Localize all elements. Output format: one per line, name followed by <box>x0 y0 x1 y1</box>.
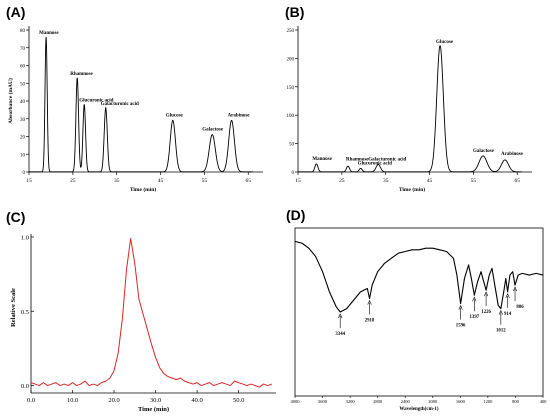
panel-letter-b: (B) <box>285 4 305 20</box>
x-tick-label: 65 <box>514 178 520 184</box>
x-tick-label: 35 <box>114 178 120 184</box>
peak-label: Mannose <box>39 31 59 36</box>
chromatogram-b: 0 50 100 150 200 250 15 25 35 45 55 65 Time (min) Man… <box>287 26 532 193</box>
peak-label: Rhamnose <box>70 72 93 77</box>
y-tick-label: 20 <box>20 136 26 141</box>
annotation-arrowhead <box>484 291 489 297</box>
panel-d: (D) 4000 3600 3200 2800 2400 2000 1600 1200 800 4… <box>280 200 550 416</box>
y-tick-label: 40 <box>20 100 26 105</box>
annotation-label: 1596 <box>456 324 466 329</box>
x-tick-label: 25 <box>70 178 76 184</box>
annotation-label: 3344 <box>335 332 345 337</box>
y-tick-label: 0.0 <box>21 383 29 390</box>
x-tick-label: 65 <box>245 178 251 184</box>
chromatogram-trace <box>298 45 522 173</box>
y-tick-label: 250 <box>287 29 295 34</box>
x-tick-label: 25 <box>339 178 345 184</box>
peak-label: Galactose <box>202 128 224 133</box>
y-tick-label: 30 <box>20 118 26 123</box>
x-tick-label: 1200 <box>483 399 493 404</box>
x-tick-label: 20.0 <box>108 397 119 404</box>
x-axis-label: Wavelength(cm-1) <box>399 407 438 412</box>
annotation-arrowhead <box>498 309 503 315</box>
x-tick-label: 400 <box>540 399 548 404</box>
y-tick-label: 60 <box>20 65 26 70</box>
y-tick-label: 80 <box>20 29 26 34</box>
annotation-arrowhead <box>338 313 343 319</box>
x-tick-label: 3200 <box>346 399 356 404</box>
peak-label: Galactose <box>473 149 495 154</box>
y-tick-label: 1.0 <box>21 234 29 241</box>
x-tick-label: 10.0 <box>67 397 78 404</box>
panel-c: (C) 0.0 0.5 1.0 0.0 10.0 20.0 30.0 40.0 50.0 Time… <box>0 200 280 416</box>
annotation-arrowhead <box>367 299 372 305</box>
x-tick-label: 45 <box>158 178 164 184</box>
peak-label: Glucose <box>166 114 184 119</box>
x-tick-label: 15 <box>295 178 301 184</box>
x-tick-label: 2400 <box>401 399 411 404</box>
annotation-label: 1226 <box>481 310 491 315</box>
annotation-arrowhead <box>512 286 518 292</box>
x-tick-label: 2000 <box>428 399 438 404</box>
plot-frame <box>294 227 544 397</box>
peak-label: Mannose <box>312 157 332 162</box>
y-tick-label: 50 <box>20 82 26 87</box>
x-axis-label: Time (min) <box>130 186 156 193</box>
x-axis-label: Time (min) <box>138 406 169 413</box>
peak-label: Rhamnose <box>346 157 369 162</box>
ftir-spectrum <box>294 240 544 313</box>
annotation-arrowhead <box>458 304 463 310</box>
panel-b: (B) 0 50 100 150 200 250 15 25 35 45 55 65 Time (min… <box>275 0 550 200</box>
chromatogram-trace <box>29 36 253 173</box>
y-tick-label: 150 <box>287 86 295 91</box>
y-axis-label: Relative Scale <box>10 288 17 327</box>
y-tick-label: 70 <box>20 47 26 52</box>
annotation-arrowhead <box>472 296 477 302</box>
peak-label: Galacturonic acid <box>368 158 406 163</box>
gpc-trace <box>30 237 273 388</box>
annotation-label: 914 <box>504 312 512 317</box>
y-tick-label: 10 <box>20 153 26 158</box>
gpc-chart-c: 0.0 0.5 1.0 0.0 10.0 20.0 30.0 40.0 50.0 Time (mi… <box>10 234 276 413</box>
y-axis-label: Absorbance (mAU) <box>7 78 14 124</box>
panel-letter-d: (D) <box>286 207 306 223</box>
x-axis-label: Time (min) <box>399 186 425 193</box>
ftir-chart-d: 4000 3600 3200 2800 2400 2000 1600 1200 800 400 Wa… <box>291 227 548 412</box>
panel-letter-a: (A) <box>6 4 26 20</box>
y-tick-label: 0.5 <box>21 309 29 316</box>
x-tick-label: 45 <box>427 178 433 184</box>
x-tick-label: 55 <box>471 178 477 184</box>
x-tick-label: 800 <box>512 399 520 404</box>
peak-label: Galacturonic acid <box>101 102 139 107</box>
annotation-label: 1397 <box>470 315 480 320</box>
peak-label: Glucuronic acid <box>358 162 392 167</box>
y-tick-label: 100 <box>287 114 295 119</box>
y-tick-label: 0 <box>292 171 295 176</box>
panel-letter-c: (C) <box>6 209 26 225</box>
peak-label: Glucose <box>436 40 454 45</box>
x-tick-label: 50.0 <box>233 397 244 404</box>
peak-label: Arabinose <box>228 114 251 119</box>
x-tick-label: 0.0 <box>27 397 35 404</box>
x-tick-label: 30.0 <box>150 397 161 404</box>
x-tick-label: 3600 <box>318 399 328 404</box>
annotation-label: 1012 <box>496 329 506 334</box>
x-tick-label: 1600 <box>456 399 466 404</box>
x-tick-label: 55 <box>202 178 208 184</box>
y-tick-label: 0 <box>23 171 26 176</box>
peak-label: Arabinose <box>501 152 524 157</box>
x-tick-label: 4000 <box>291 399 301 404</box>
chromatogram-a: 0 10 20 30 40 50 60 70 80 15 25 35 45 55 65 Time (min) A… <box>7 26 263 193</box>
panel-a: (A) 0 10 20 30 40 50 60 70 80 15 25 35 45 55 65 Time (m… <box>0 0 275 200</box>
y-tick-label: 50 <box>289 143 295 148</box>
x-tick-label: 40.0 <box>191 397 202 404</box>
x-tick-label: 35 <box>383 178 389 184</box>
y-tick-label: 200 <box>287 57 295 62</box>
annotation-label: 806 <box>516 305 524 310</box>
x-tick-label: 2800 <box>373 399 383 404</box>
peak-label: Glucuronic acid <box>79 99 113 104</box>
annotation-label: 2918 <box>365 319 375 324</box>
annotation-arrowhead <box>505 293 510 298</box>
x-tick-label: 15 <box>26 178 32 184</box>
